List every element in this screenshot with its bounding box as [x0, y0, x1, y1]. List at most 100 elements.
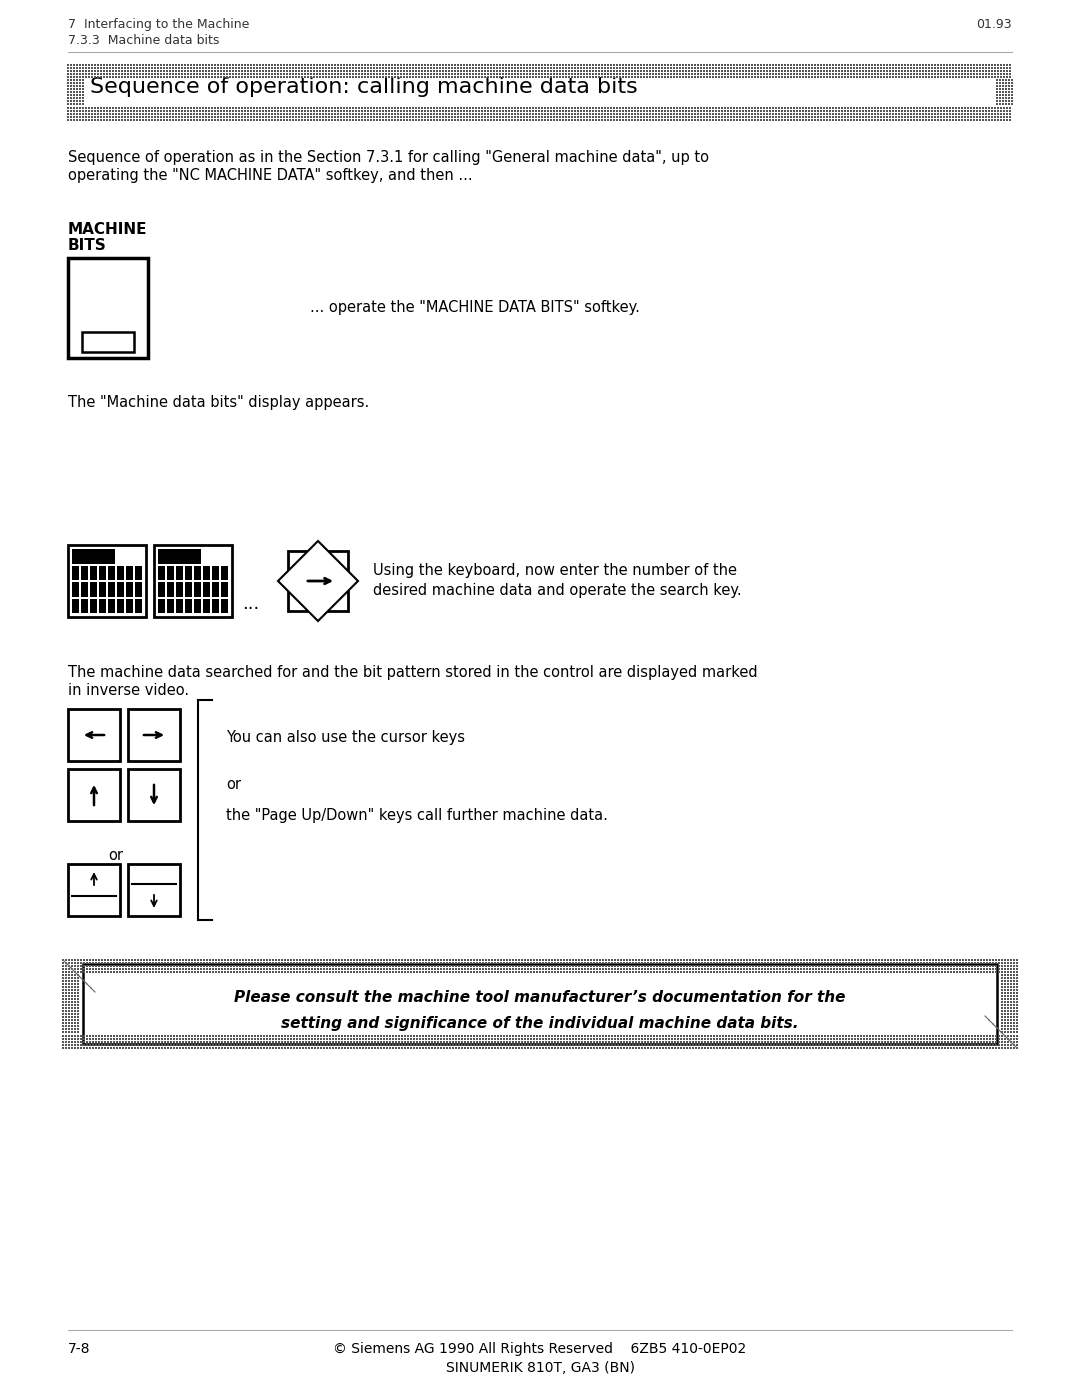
Point [597, 1034, 615, 1056]
Point [635, 96, 652, 119]
Point [129, 96, 146, 119]
Point [210, 96, 227, 119]
Point [577, 1031, 594, 1053]
Point [187, 954, 204, 977]
Point [712, 951, 729, 974]
Point [596, 106, 613, 129]
Point [268, 1025, 285, 1048]
Point [476, 96, 494, 119]
Point [955, 949, 972, 971]
Point [970, 1028, 987, 1051]
Point [727, 961, 744, 983]
Point [633, 958, 650, 981]
Point [457, 1037, 474, 1059]
Point [120, 63, 137, 85]
Point [453, 99, 470, 122]
Point [194, 106, 212, 129]
Point [218, 109, 235, 131]
Point [940, 1028, 957, 1051]
Point [741, 63, 758, 85]
Point [714, 954, 731, 977]
Point [849, 54, 866, 77]
Point [729, 961, 746, 983]
Point [567, 1025, 584, 1048]
Point [750, 60, 767, 82]
Point [885, 66, 902, 88]
Point [997, 1031, 1014, 1053]
Point [265, 1034, 282, 1056]
Point [198, 54, 215, 77]
Point [159, 99, 176, 122]
Point [940, 1034, 957, 1056]
Point [71, 92, 89, 115]
Point [59, 68, 77, 91]
Point [564, 96, 581, 119]
Point [59, 78, 77, 101]
Point [323, 60, 340, 82]
Point [322, 1031, 339, 1053]
Point [462, 958, 480, 981]
Point [867, 961, 885, 983]
Point [552, 1037, 569, 1059]
Point [280, 1034, 297, 1056]
Point [994, 997, 1011, 1020]
Point [672, 109, 689, 131]
Point [945, 951, 962, 974]
Point [835, 1025, 852, 1048]
Point [495, 66, 512, 88]
Point [650, 66, 667, 88]
Point [98, 109, 116, 131]
Point [300, 1031, 318, 1053]
Point [393, 1034, 410, 1056]
Point [670, 958, 687, 981]
Point [438, 954, 456, 977]
Point [792, 109, 809, 131]
Point [468, 60, 485, 82]
Point [936, 1031, 954, 1053]
Point [420, 949, 437, 971]
Point [967, 1025, 984, 1048]
Point [83, 99, 100, 122]
Point [361, 958, 378, 981]
Point [270, 949, 287, 971]
Point [400, 961, 417, 983]
Point [150, 1034, 167, 1056]
Point [909, 1031, 927, 1053]
Point [485, 106, 502, 129]
Point [432, 1025, 449, 1048]
Point [627, 954, 645, 977]
Point [459, 961, 476, 983]
Point [940, 1037, 957, 1059]
Point [893, 109, 910, 131]
Point [498, 103, 515, 126]
Bar [212, 566, 219, 580]
Point [535, 954, 552, 977]
Point [960, 1031, 977, 1053]
Point [354, 958, 372, 981]
Point [788, 54, 806, 77]
Point [999, 1009, 1016, 1031]
Point [144, 66, 161, 88]
Point [876, 57, 893, 80]
Point [174, 66, 191, 88]
Point [801, 961, 819, 983]
Point [485, 103, 502, 126]
Point [133, 1034, 150, 1056]
Point [63, 68, 80, 91]
Point [306, 99, 323, 122]
Point [363, 109, 380, 131]
Point [611, 96, 629, 119]
Point [849, 99, 866, 122]
Point [993, 109, 1010, 131]
Point [363, 1031, 380, 1053]
Point [531, 961, 549, 983]
Point [805, 1028, 822, 1051]
Point [984, 96, 1001, 119]
Point [273, 954, 291, 977]
Bar [68, 768, 120, 821]
Point [998, 60, 1015, 82]
Point [141, 1025, 159, 1048]
Point [576, 109, 593, 131]
Point [54, 982, 71, 1004]
Point [687, 1028, 704, 1051]
